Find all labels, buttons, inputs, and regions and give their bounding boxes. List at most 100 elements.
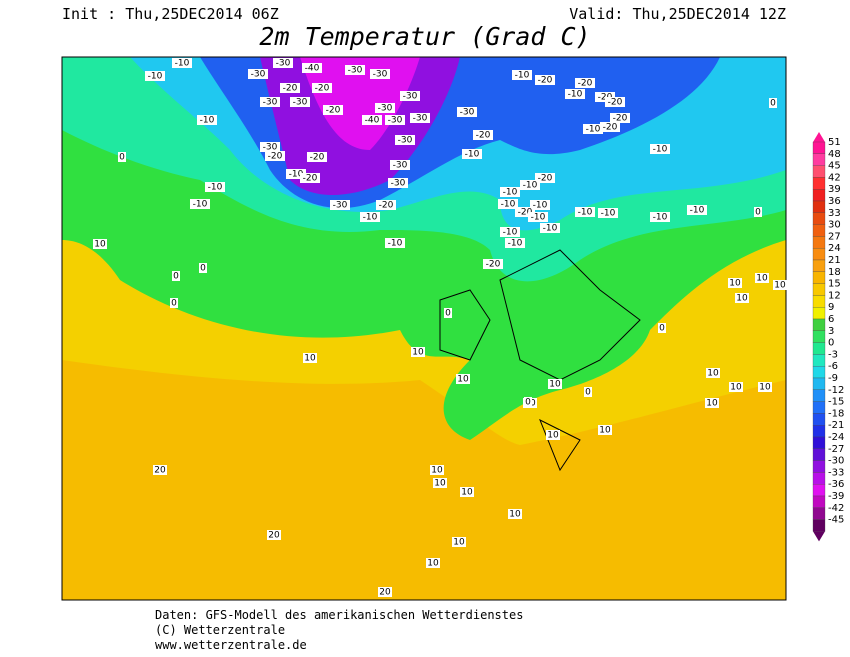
label-box bbox=[598, 425, 612, 435]
contour-label: -10 bbox=[568, 90, 583, 100]
label-box bbox=[462, 149, 482, 159]
contour-label: -10 bbox=[175, 59, 190, 69]
colorbar-cell bbox=[812, 212, 826, 225]
contour-label: 10 bbox=[461, 488, 473, 498]
label-box bbox=[307, 152, 327, 162]
footer-line: Daten: GFS-Modell des amerikanischen Wet… bbox=[155, 608, 523, 622]
contour-label: 0 bbox=[525, 398, 531, 408]
colorbar-cell bbox=[812, 507, 826, 520]
colorbar-cell bbox=[812, 177, 826, 190]
contour-label: -20 bbox=[303, 174, 318, 184]
label-box bbox=[323, 105, 343, 115]
label-box bbox=[548, 379, 562, 389]
contour-label: 10 bbox=[453, 538, 465, 548]
colorbar-cell bbox=[812, 236, 826, 249]
colorbar-label: 21 bbox=[828, 255, 841, 266]
contour-label: -40 bbox=[305, 64, 320, 74]
label-box bbox=[411, 347, 425, 357]
contour-label: -10 bbox=[388, 239, 403, 249]
contour-label: -10 bbox=[508, 239, 523, 249]
contour-label: -10 bbox=[690, 206, 705, 216]
label-box bbox=[610, 113, 630, 123]
contour-label: 0 bbox=[445, 309, 451, 319]
label-box bbox=[172, 58, 192, 68]
colorbar-label: 9 bbox=[828, 302, 834, 313]
contour-label: -30 bbox=[263, 98, 278, 108]
colorbar-label: 45 bbox=[828, 161, 841, 172]
colorbar-cell bbox=[812, 436, 826, 449]
contour-label: 0 bbox=[171, 299, 177, 309]
contour-label: 0 bbox=[585, 388, 591, 398]
colorbar-cell bbox=[812, 295, 826, 308]
colorbar-cell bbox=[812, 366, 826, 379]
label-box bbox=[360, 212, 380, 222]
colorbar-cell bbox=[812, 425, 826, 438]
contour-label: -20 bbox=[310, 153, 325, 163]
colorbar-cell bbox=[812, 389, 826, 402]
footer-line: www.wetterzentrale.de bbox=[155, 638, 307, 652]
label-box bbox=[456, 374, 470, 384]
colorbar-label: -12 bbox=[828, 385, 844, 396]
colorbar-label: 51 bbox=[828, 137, 841, 148]
label-box bbox=[145, 71, 165, 81]
colorbar-cell bbox=[812, 248, 826, 261]
colorbar-cell bbox=[812, 484, 826, 497]
colorbar-label: -3 bbox=[828, 349, 838, 360]
label-box bbox=[260, 142, 280, 152]
label-box bbox=[540, 223, 560, 233]
label-box bbox=[498, 199, 518, 209]
label-box bbox=[290, 97, 310, 107]
colorbar-cell bbox=[812, 354, 826, 367]
colorbar-arrow-bottom bbox=[813, 531, 825, 542]
colorbar-label: -9 bbox=[828, 373, 838, 384]
colorbar-cell bbox=[812, 495, 826, 508]
contour-label: 0 bbox=[659, 324, 665, 334]
contour-label: -30 bbox=[373, 70, 388, 80]
label-box bbox=[650, 144, 670, 154]
contour-label: -30 bbox=[393, 161, 408, 171]
label-box bbox=[302, 63, 322, 73]
contour-label: 10 bbox=[427, 559, 439, 569]
contour-label: 10 bbox=[599, 426, 611, 436]
contour-label: 10 bbox=[304, 354, 316, 364]
contour-label: -30 bbox=[276, 59, 291, 69]
contour-label: -20 bbox=[326, 106, 341, 116]
contour-label: -30 bbox=[388, 116, 403, 126]
label-box bbox=[303, 353, 317, 363]
contour-label: -10 bbox=[601, 209, 616, 219]
label-box bbox=[330, 200, 350, 210]
contour-label: -10 bbox=[653, 145, 668, 155]
label-box bbox=[362, 115, 382, 125]
contour-label: -30 bbox=[333, 201, 348, 211]
contour-label: -30 bbox=[251, 70, 266, 80]
colorbar-label: 0 bbox=[828, 338, 834, 349]
contour-label: -30 bbox=[391, 179, 406, 189]
contour-label: -10 bbox=[465, 150, 480, 160]
contour-label: 10 bbox=[759, 383, 771, 393]
label-box bbox=[600, 122, 620, 132]
label-box bbox=[598, 208, 618, 218]
contour-label: -10 bbox=[531, 213, 546, 223]
contour-label: 10 bbox=[509, 510, 521, 520]
label-box bbox=[460, 487, 474, 497]
contour-label: -10 bbox=[289, 170, 304, 180]
colorbar-cell bbox=[812, 460, 826, 473]
label-box bbox=[575, 207, 595, 217]
colorbar-cell bbox=[812, 283, 826, 296]
label-box bbox=[728, 278, 742, 288]
colorbar-label: 36 bbox=[828, 196, 841, 207]
label-box bbox=[473, 130, 493, 140]
init-time: Init : Thu,25DEC2014 06Z bbox=[62, 5, 279, 23]
colorbar-label: 12 bbox=[828, 290, 841, 301]
label-box bbox=[535, 173, 555, 183]
contour-label: -20 bbox=[608, 98, 623, 108]
label-box bbox=[483, 259, 503, 269]
label-box bbox=[755, 273, 769, 283]
label-box bbox=[345, 65, 365, 75]
contour-label: 10 bbox=[707, 369, 719, 379]
contour-label: -30 bbox=[378, 104, 393, 114]
label-box bbox=[170, 298, 178, 308]
contour-label: -30 bbox=[263, 143, 278, 153]
contour-label: 10 bbox=[756, 274, 768, 284]
contour-label: -20 bbox=[538, 76, 553, 86]
